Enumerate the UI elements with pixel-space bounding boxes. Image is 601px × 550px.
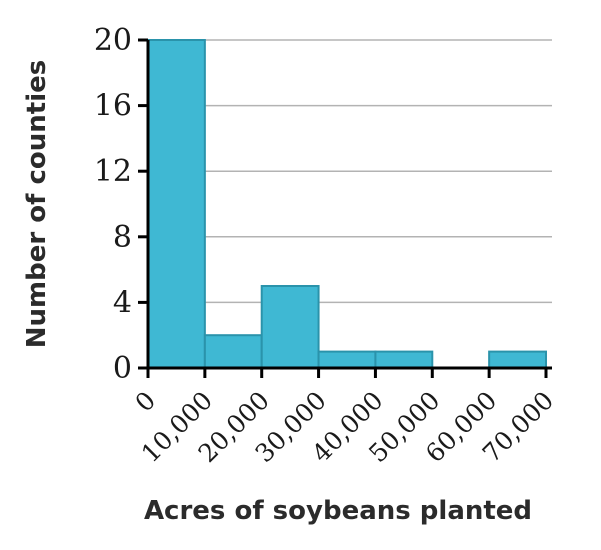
bar-4: [374, 350, 434, 370]
bar-0: [147, 39, 206, 369]
histogram-bars: [147, 39, 547, 370]
y-axis-label: Number of counties: [22, 60, 52, 348]
bar-2: [260, 285, 320, 369]
y-tick-label-12: 12: [94, 154, 132, 189]
y-tick-labels: 0 4 8 12 16 20: [94, 23, 132, 386]
y-tick-label-20: 20: [94, 23, 132, 58]
y-tick-label-4: 4: [113, 285, 132, 320]
x-tick-label-0: 0: [129, 386, 161, 418]
y-tick-label-16: 16: [94, 89, 132, 124]
bar-3: [317, 350, 377, 370]
axes: [138, 38, 552, 378]
x-tick-labels: 010,00020,00030,00040,00050,00060,00070,…: [129, 386, 559, 468]
gridlines: [148, 39, 552, 304]
x-axis-label: Acres of soybeans planted: [144, 496, 532, 526]
bar-1: [203, 334, 263, 370]
y-tick-label-0: 0: [113, 351, 132, 386]
bar-6: [488, 350, 547, 370]
y-tick-label-8: 8: [113, 220, 132, 255]
